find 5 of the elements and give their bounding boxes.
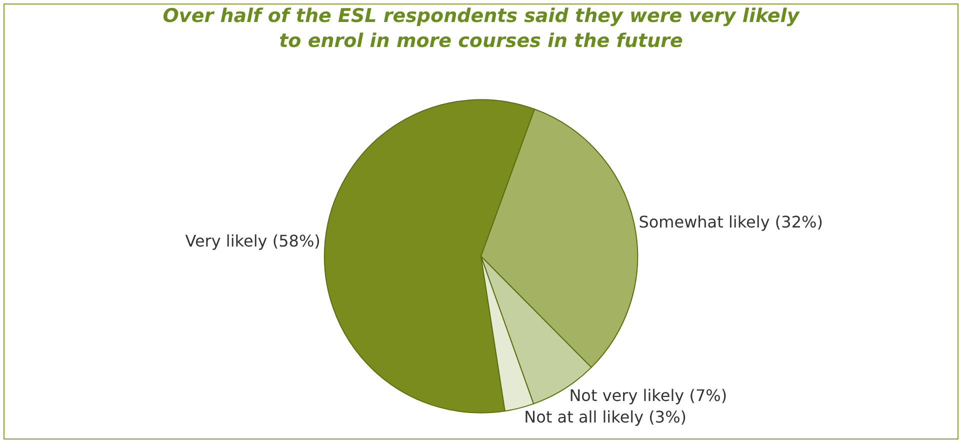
slice-label: Very likely (58%) — [185, 231, 320, 250]
slice-label: Somewhat likely (32%) — [638, 212, 823, 232]
slice-label: Not at all likely (3%) — [524, 408, 687, 427]
chart-title: Over half of the ESL respondents said they were very likely to enrol in more courses in the future — [162, 5, 801, 52]
slice-label: Not very likely (7%) — [569, 386, 728, 406]
